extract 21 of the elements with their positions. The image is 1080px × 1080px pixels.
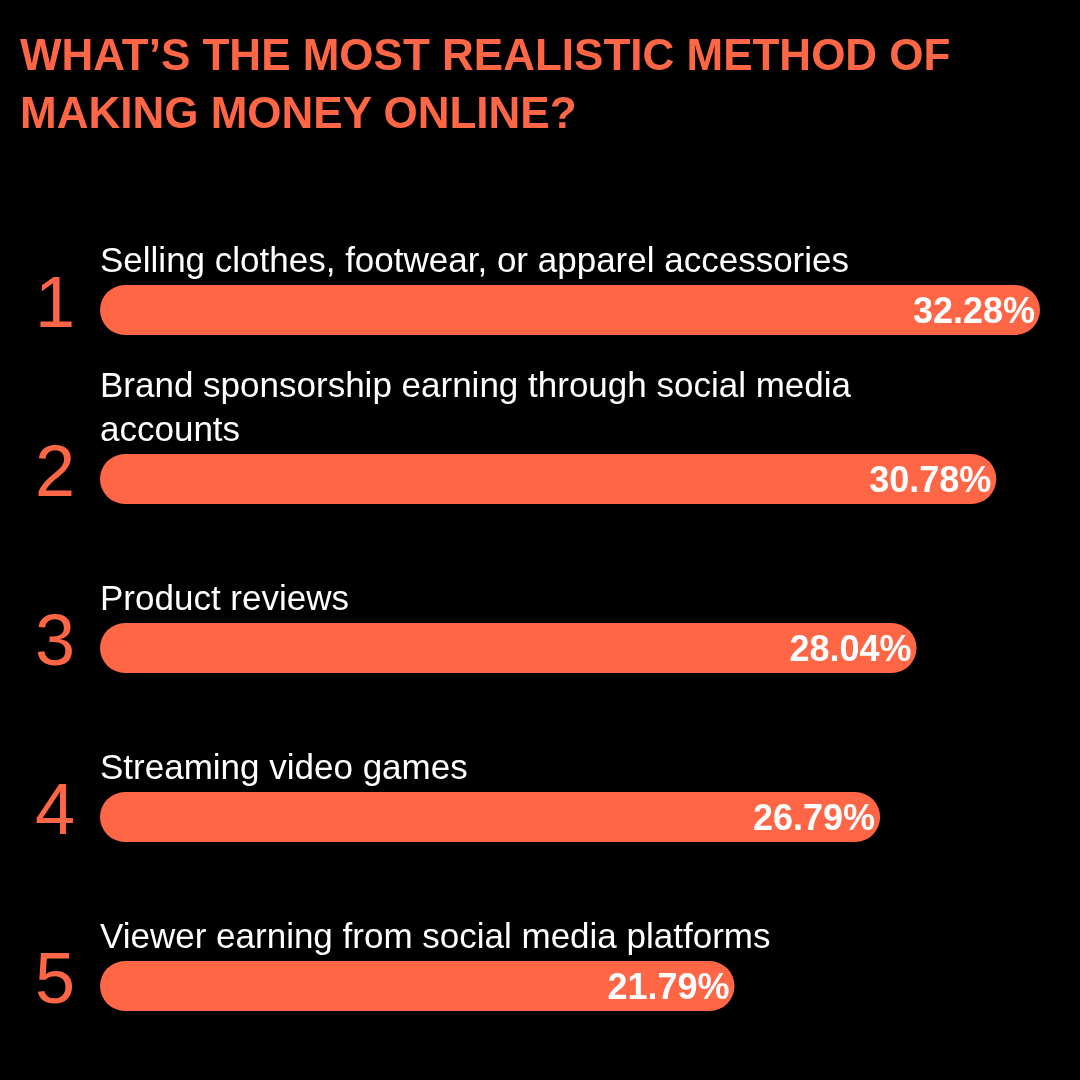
data-label: 26.79% bbox=[753, 796, 876, 838]
bar bbox=[100, 792, 881, 842]
data-label: 21.79% bbox=[607, 965, 730, 1007]
bar bbox=[100, 285, 1040, 335]
y-tick-label: Selling clothes, footwear, or apparel accessories bbox=[100, 239, 850, 279]
y-tick-label: Streaming video games bbox=[100, 746, 468, 786]
text: 5 bbox=[34, 937, 76, 1018]
data-label: 30.78% bbox=[869, 458, 992, 500]
text: 2 bbox=[34, 430, 76, 511]
bar bbox=[100, 623, 917, 673]
y-tick-label: Product reviews bbox=[100, 577, 349, 617]
data-label: 28.04% bbox=[789, 627, 912, 669]
bar bbox=[100, 961, 735, 1011]
bar bbox=[100, 454, 997, 504]
data-label: 32.28% bbox=[912, 289, 1035, 331]
chart-title: WHAT’S THE MOST REALISTIC METHOD OF MAKING MONEY ONLINE? bbox=[20, 29, 952, 139]
y-tick-label: Viewer earning from social media platforms bbox=[100, 915, 771, 955]
text: 1 bbox=[34, 261, 76, 342]
text: 3 bbox=[34, 599, 76, 680]
text: 4 bbox=[34, 768, 76, 849]
y-tick-label: Brand sponsorship earning through social media accounts bbox=[100, 364, 852, 448]
